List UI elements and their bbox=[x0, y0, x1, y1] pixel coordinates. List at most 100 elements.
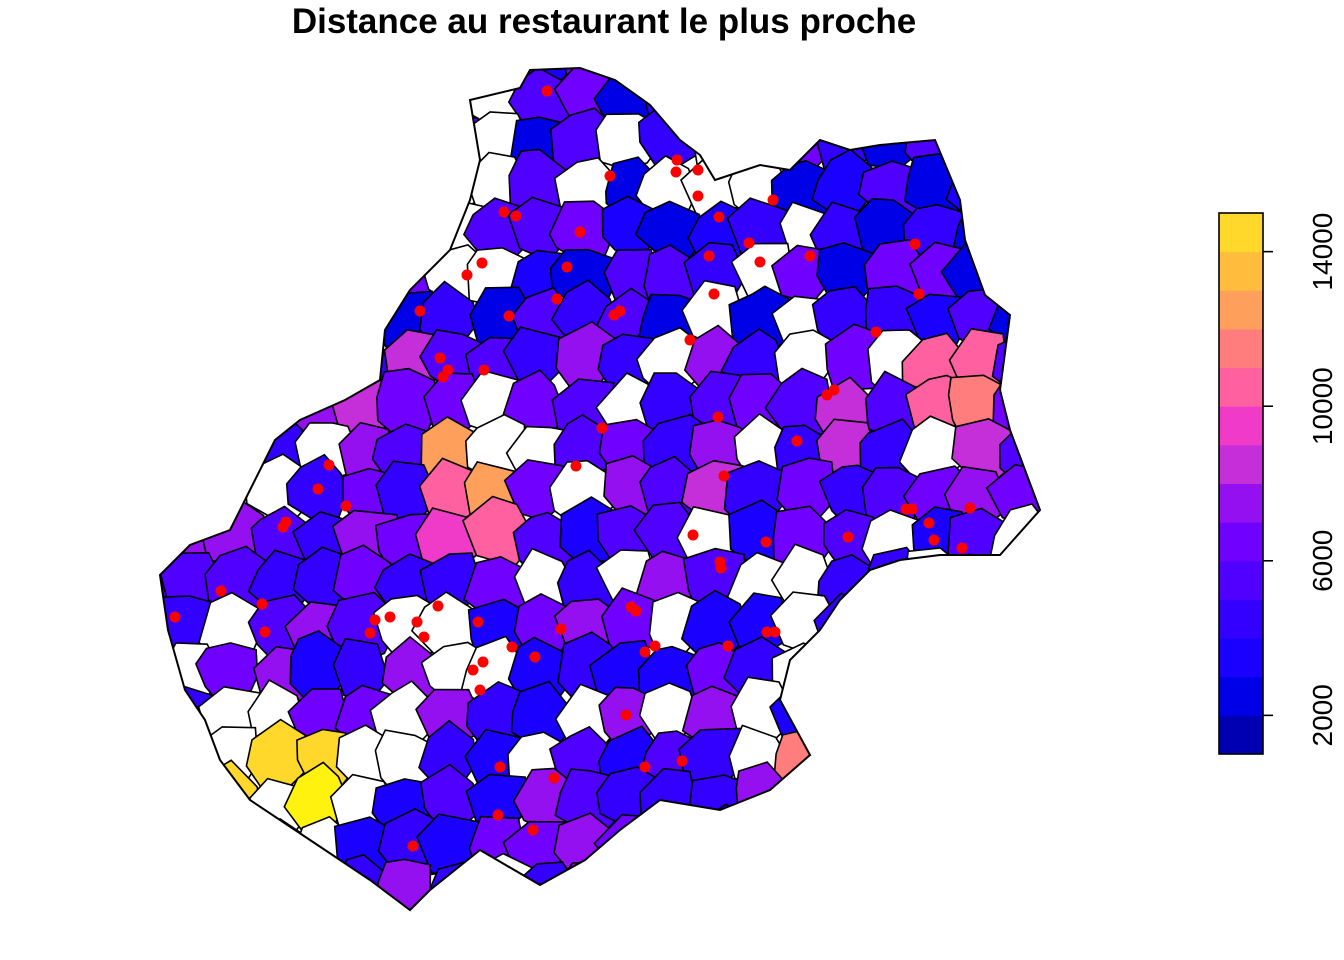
commune-area bbox=[160, 472, 221, 532]
commune-area bbox=[988, 68, 1040, 134]
commune-area bbox=[208, 329, 270, 392]
commune-area bbox=[646, 68, 709, 92]
restaurant-marker bbox=[639, 761, 651, 773]
restaurant-marker bbox=[671, 154, 683, 166]
restaurant-marker bbox=[414, 305, 426, 317]
commune-area bbox=[329, 68, 396, 88]
commune-area bbox=[949, 553, 1019, 617]
legend-color-step bbox=[1219, 560, 1263, 600]
commune-area bbox=[905, 68, 971, 125]
commune-area bbox=[772, 727, 836, 796]
restaurant-marker bbox=[842, 531, 854, 543]
commune-area bbox=[251, 100, 310, 171]
commune-area bbox=[380, 199, 443, 265]
restaurant-marker bbox=[913, 288, 925, 300]
commune-area bbox=[724, 803, 792, 880]
commune-area bbox=[160, 423, 176, 487]
commune-area bbox=[993, 547, 1040, 620]
commune-area bbox=[766, 68, 836, 88]
restaurant-marker bbox=[498, 206, 510, 218]
commune-area bbox=[777, 815, 842, 882]
commune-area bbox=[246, 332, 310, 397]
commune-area bbox=[635, 814, 710, 874]
commune-area bbox=[160, 68, 220, 87]
commune-area bbox=[426, 68, 489, 93]
commune-area bbox=[864, 594, 926, 657]
legend-color-step bbox=[1219, 367, 1263, 407]
color-legend: 2000 6000 10000 14000 bbox=[1218, 212, 1338, 755]
restaurant-marker bbox=[364, 627, 376, 639]
commune-area bbox=[205, 155, 265, 219]
commune-area bbox=[862, 859, 929, 910]
restaurant-marker bbox=[769, 626, 781, 638]
commune-area bbox=[160, 371, 168, 435]
commune-area bbox=[197, 414, 258, 476]
commune-area bbox=[244, 287, 308, 353]
commune-area bbox=[906, 723, 973, 787]
restaurant-marker bbox=[411, 616, 423, 628]
commune-area bbox=[161, 809, 222, 874]
commune-area bbox=[196, 109, 268, 179]
commune-area bbox=[823, 811, 885, 878]
commune-area bbox=[765, 865, 835, 910]
commune-area bbox=[951, 722, 1017, 787]
restaurant-marker bbox=[767, 194, 779, 206]
commune-area bbox=[994, 773, 1040, 839]
commune-area bbox=[859, 639, 920, 704]
restaurant-marker bbox=[478, 364, 490, 376]
commune-area bbox=[160, 726, 185, 789]
commune-area bbox=[160, 462, 176, 537]
commune-area bbox=[160, 240, 177, 312]
commune-area bbox=[200, 68, 271, 127]
commune-area bbox=[292, 104, 358, 174]
restaurant-marker bbox=[715, 562, 727, 574]
commune-area bbox=[235, 157, 305, 223]
commune-area bbox=[945, 865, 1010, 910]
legend-color-step bbox=[1219, 213, 1263, 253]
commune-area bbox=[161, 413, 223, 485]
commune-area bbox=[813, 68, 886, 87]
restaurant-marker bbox=[906, 503, 918, 515]
restaurant-marker bbox=[620, 709, 632, 721]
commune-area bbox=[428, 859, 489, 910]
legend-color-step bbox=[1219, 522, 1263, 562]
commune-area bbox=[946, 640, 1011, 703]
restaurant-marker bbox=[760, 536, 772, 548]
restaurant-marker bbox=[718, 470, 730, 482]
restaurant-marker bbox=[384, 611, 396, 623]
restaurant-marker bbox=[604, 170, 616, 182]
commune-area bbox=[374, 68, 435, 125]
commune-area bbox=[813, 769, 884, 835]
restaurant-marker bbox=[791, 435, 803, 447]
commune-area bbox=[289, 859, 355, 910]
restaurant-marker bbox=[259, 626, 271, 638]
commune-area bbox=[865, 815, 928, 881]
commune-area bbox=[247, 68, 318, 133]
restaurant-markers bbox=[169, 85, 976, 852]
commune-area bbox=[951, 814, 1023, 884]
commune-area bbox=[196, 812, 271, 881]
restaurant-marker bbox=[821, 389, 833, 401]
commune-area bbox=[160, 684, 178, 752]
commune-area bbox=[160, 855, 216, 910]
commune-area bbox=[858, 69, 926, 137]
restaurant-marker bbox=[548, 772, 560, 784]
communes-layer bbox=[160, 68, 1040, 910]
restaurant-marker bbox=[870, 326, 882, 338]
restaurant-marker bbox=[923, 517, 935, 529]
commune-area bbox=[867, 682, 935, 750]
commune-area bbox=[160, 196, 174, 268]
restaurant-marker bbox=[687, 529, 699, 541]
commune-area bbox=[197, 68, 264, 92]
commune-area bbox=[160, 284, 230, 347]
commune-area bbox=[811, 640, 886, 704]
legend-tick-label: 14000 bbox=[1307, 213, 1338, 291]
restaurant-marker bbox=[492, 809, 504, 821]
restaurant-marker bbox=[529, 651, 541, 663]
commune-area bbox=[160, 107, 212, 177]
restaurant-marker bbox=[956, 542, 968, 554]
legend-frame bbox=[1218, 212, 1264, 755]
legend-tick-label: 2000 bbox=[1307, 684, 1338, 746]
legend-color-step bbox=[1219, 251, 1263, 291]
